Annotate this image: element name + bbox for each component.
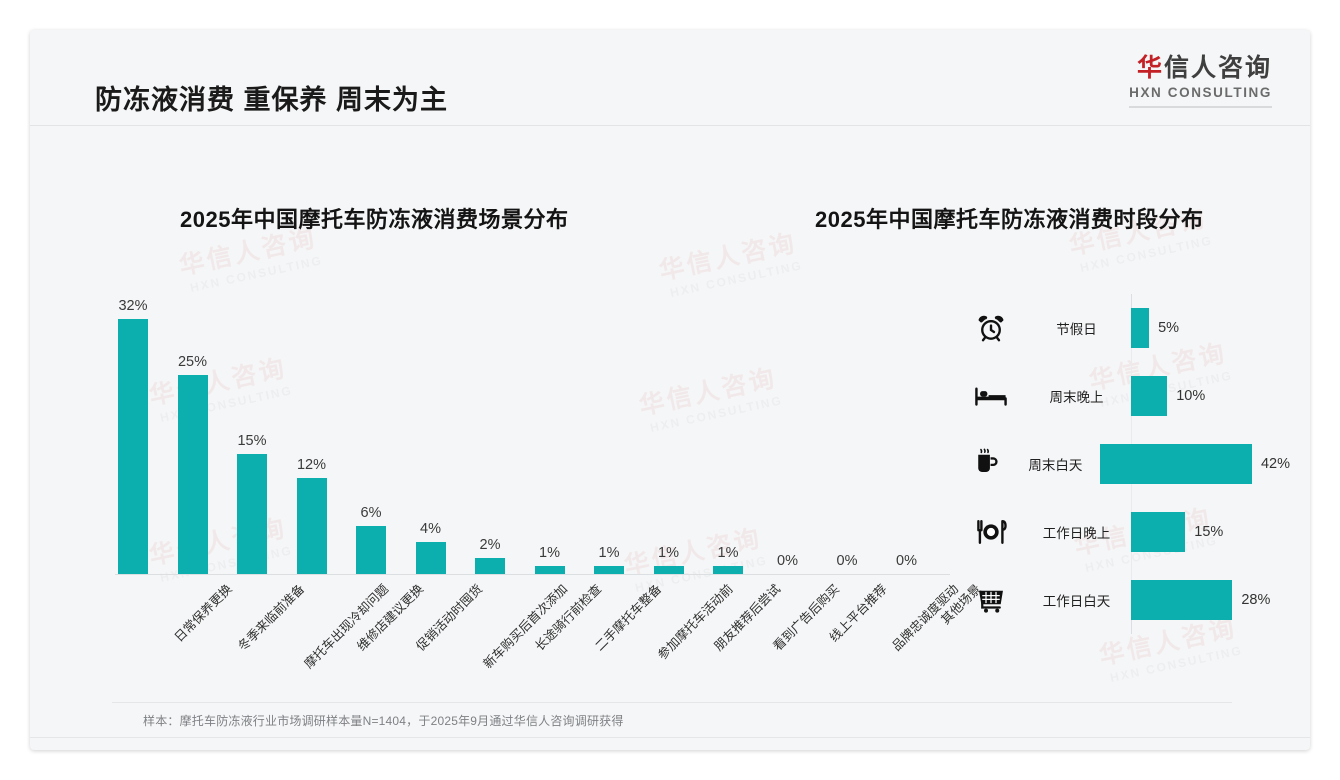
- watermark-cn: 华信人咨询: [656, 229, 800, 286]
- column-value-label: 0%: [836, 553, 858, 569]
- left-chart-title: 2025年中国摩托车防冻液消费场景分布: [180, 207, 569, 232]
- column-bar[interactable]: [415, 542, 446, 574]
- company-logo: 华信人咨询 HXN CONSULTING: [1129, 54, 1272, 108]
- column-bar-group[interactable]: 4%: [415, 521, 446, 574]
- column-bar-group[interactable]: 15%: [237, 433, 267, 574]
- column-value-label: 0%: [896, 553, 917, 569]
- category-label: 冬季来临前准备: [234, 581, 307, 654]
- bar-category-label: 节假日: [1056, 322, 1097, 337]
- bed-icon: [960, 381, 1022, 411]
- column-value-label: 4%: [420, 521, 441, 538]
- column-bar[interactable]: [534, 566, 565, 574]
- bar-value-label: 28%: [1241, 592, 1271, 608]
- column-bar[interactable]: [475, 558, 505, 574]
- watermark-en: HXN CONSULTING: [1108, 643, 1244, 685]
- column-bar[interactable]: [653, 566, 684, 574]
- column-value-label: 32%: [118, 298, 148, 314]
- axis-tick: [1131, 416, 1132, 444]
- footer-divider: [30, 737, 1310, 738]
- column-bar-group[interactable]: 0%: [892, 553, 922, 574]
- bar-value-label: 15%: [1194, 524, 1224, 540]
- footnote-divider: [112, 702, 1232, 703]
- column-bar-group[interactable]: 12%: [296, 457, 327, 574]
- horizontal-bar[interactable]: [1131, 512, 1186, 552]
- page-title: 防冻液消费 重保养 周末为主: [95, 85, 449, 115]
- bar-category-label: 工作日晚上: [1042, 526, 1111, 541]
- bar-row[interactable]: 周末白天 42%: [960, 430, 1290, 498]
- column-value-label: 1%: [539, 545, 560, 562]
- slide-header: 防冻液消费 重保养 周末为主 华信人咨询 HXN CONSULTING: [30, 30, 1310, 126]
- bar-category-label: 周末晚上: [1049, 390, 1104, 405]
- bar-value-label: 10%: [1176, 388, 1206, 404]
- column-value-label: 6%: [360, 505, 382, 522]
- column-value-label: 25%: [177, 353, 208, 370]
- column-value-label: 1%: [598, 545, 620, 562]
- bar-track: 10%: [1131, 376, 1290, 416]
- shopping-cart-icon: [960, 585, 1022, 615]
- column-bar-group[interactable]: 6%: [356, 505, 386, 574]
- bar-track: 5%: [1131, 308, 1290, 348]
- column-bar[interactable]: [237, 454, 267, 574]
- alarm-clock-icon: [960, 313, 1022, 343]
- column-bar-group[interactable]: 1%: [653, 545, 684, 574]
- column-bar[interactable]: [118, 319, 148, 574]
- horizontal-bar[interactable]: [1131, 580, 1233, 620]
- column-bar[interactable]: [713, 566, 743, 574]
- axis-tick: [1131, 552, 1132, 580]
- column-value-label: 2%: [479, 537, 501, 554]
- column-bar-group[interactable]: 1%: [713, 545, 743, 574]
- column-value-label: 0%: [777, 553, 798, 569]
- bar-value-label: 5%: [1158, 320, 1180, 336]
- column-bar-group[interactable]: 32%: [118, 298, 148, 574]
- column-bar-group[interactable]: 2%: [475, 537, 505, 574]
- bar-row[interactable]: 周末晚上 10%: [960, 362, 1290, 430]
- dinner-plate-icon: [960, 517, 1022, 547]
- axis-tick: [1131, 484, 1132, 512]
- horizontal-bar[interactable]: [1131, 308, 1150, 348]
- column-bar-group[interactable]: 0%: [773, 553, 803, 574]
- bar-track: 28%: [1131, 580, 1290, 620]
- bar-track: 15%: [1131, 512, 1290, 552]
- copyright-text: ©2025.11 HXR华信人咨询: [98, 748, 238, 750]
- column-bar-group[interactable]: 1%: [594, 545, 624, 574]
- column-bar-group[interactable]: 0%: [832, 553, 862, 574]
- consumption-scenario-column-chart: 32% 25% 15% 12% 6% 4% 2% 1% 1% 1% 1% 0% 0% 0% 日常保养更换冬…: [90, 285, 983, 671]
- column-bar-group[interactable]: 25%: [177, 353, 208, 574]
- website-url[interactable]: www.hxrcon.com: [1151, 748, 1242, 750]
- column-value-label: 12%: [296, 457, 327, 474]
- column-bar[interactable]: [296, 478, 327, 574]
- logo-divider: [1129, 105, 1272, 108]
- bar-track: 42%: [1099, 444, 1290, 484]
- bar-row[interactable]: 工作日白天 28%: [960, 566, 1290, 634]
- right-chart-title: 2025年中国摩托车防冻液消费时段分布: [815, 207, 1204, 232]
- column-value-label: 15%: [237, 433, 267, 450]
- column-value-label: 1%: [658, 545, 679, 562]
- bar-category-label: 工作日白天: [1042, 594, 1111, 609]
- coffee-mug-icon: [960, 448, 1011, 480]
- logo-highlight-char: 华: [1136, 54, 1164, 82]
- column-bar[interactable]: [356, 526, 386, 574]
- column-bar-group[interactable]: 1%: [534, 545, 565, 574]
- axis-tick: [1131, 348, 1132, 376]
- column-bar[interactable]: [177, 374, 208, 574]
- logo-english-text: HXN CONSULTING: [1129, 84, 1272, 100]
- column-value-label: 1%: [717, 545, 739, 562]
- chart-baseline: [115, 574, 950, 575]
- logo-chinese-text: 华信人咨询: [1129, 54, 1272, 83]
- horizontal-bar[interactable]: [1099, 444, 1252, 484]
- bar-row[interactable]: 工作日晚上 15%: [960, 498, 1290, 566]
- category-label: 日常保养更换: [171, 581, 235, 645]
- watermark-en: HXN CONSULTING: [1078, 233, 1214, 275]
- slide-canvas: 华信人咨询 HXN CONSULTING 华信人咨询 HXN CONSULTIN…: [30, 30, 1310, 750]
- bar-row[interactable]: 节假日 5%: [960, 294, 1290, 362]
- sample-footnote: 样本：摩托车防冻液行业市场调研样本量N=1404，于2025年9月通过华信人咨询…: [143, 714, 624, 728]
- bar-category-label: 周末白天: [1028, 458, 1083, 473]
- consumption-timeslot-bar-chart: 节假日 5% 周末晚上 10% 周末白天 42% 工作日晚上 15% 工作日白天 28%: [960, 290, 1290, 640]
- horizontal-bar[interactable]: [1131, 376, 1168, 416]
- bar-value-label: 42%: [1260, 456, 1290, 472]
- logo-rest-chars: 信人咨询: [1163, 54, 1272, 82]
- column-bar[interactable]: [594, 566, 624, 574]
